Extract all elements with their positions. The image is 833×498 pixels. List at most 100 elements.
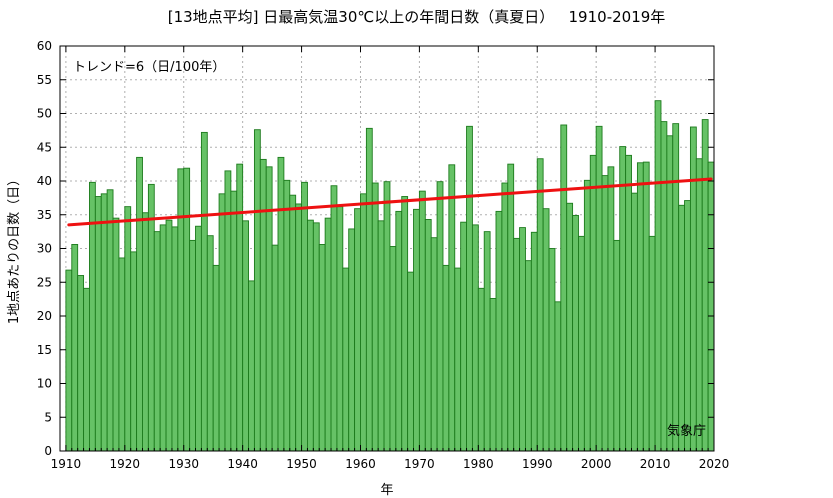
y-tick-label: 55 xyxy=(37,73,52,87)
bar-1966 xyxy=(395,210,403,452)
bar-1931 xyxy=(189,239,196,452)
bar-1951 xyxy=(307,219,314,452)
bar-2017 xyxy=(695,158,703,452)
y-tick-label: 60 xyxy=(37,39,52,53)
bar-2000 xyxy=(595,125,603,452)
y-tick-label: 50 xyxy=(37,107,52,121)
bar-1962 xyxy=(371,182,379,452)
bar-1978 xyxy=(466,125,473,452)
bar-1918 xyxy=(112,217,120,452)
bar-2019 xyxy=(707,161,715,452)
bar-1979 xyxy=(471,224,479,452)
source-label: 気象庁 xyxy=(667,423,706,439)
bar-1988 xyxy=(525,260,532,452)
chart-title: [13地点平均] 日最高気温30℃以上の年間日数（真夏日） 1910-2019年 xyxy=(167,8,666,26)
bar-1923 xyxy=(142,212,149,452)
bar-1983 xyxy=(495,210,503,452)
bar-1977 xyxy=(460,221,467,452)
bar-1935 xyxy=(212,264,220,452)
bar-1913 xyxy=(83,287,90,452)
bar-1919 xyxy=(118,257,126,452)
bar-2005 xyxy=(625,154,632,452)
bar-2009 xyxy=(648,235,656,452)
bar-1997 xyxy=(578,235,585,452)
bar-1960 xyxy=(360,193,367,452)
bar-1925 xyxy=(153,231,161,452)
bar-1941 xyxy=(248,280,255,452)
bar-1950 xyxy=(301,181,308,452)
bar-1958 xyxy=(348,228,356,452)
bar-1975 xyxy=(448,164,456,452)
x-tick-label: 1930 xyxy=(168,457,199,471)
bar-1924 xyxy=(147,183,155,452)
bar-1916 xyxy=(100,193,108,452)
bar-1945 xyxy=(271,244,279,452)
bar-1920 xyxy=(124,206,132,452)
bar-1998 xyxy=(583,179,591,452)
y-tick-label: 0 xyxy=(44,444,52,458)
x-tick-label: 1960 xyxy=(345,457,376,471)
bar-1936 xyxy=(218,193,226,452)
bar-1964 xyxy=(383,181,391,452)
bar-2014 xyxy=(678,204,685,452)
bar-1938 xyxy=(230,190,238,452)
bar-1921 xyxy=(130,251,138,452)
bar-1953 xyxy=(318,243,326,452)
bar-1996 xyxy=(572,214,579,452)
bar-1922 xyxy=(136,156,143,452)
bar-1930 xyxy=(183,167,191,452)
bar-1968 xyxy=(407,271,414,452)
y-tick-label: 20 xyxy=(37,309,52,323)
y-tick-label: 40 xyxy=(37,174,52,188)
bar-1976 xyxy=(454,267,462,452)
bar-1954 xyxy=(324,217,332,452)
bar-1947 xyxy=(283,179,291,452)
bar-1939 xyxy=(236,163,244,452)
x-tick-label: 2020 xyxy=(699,457,730,471)
bar-1927 xyxy=(165,219,173,452)
bar-1949 xyxy=(295,203,303,452)
x-tick-label: 2000 xyxy=(581,457,612,471)
bar-1946 xyxy=(277,156,285,452)
bar-1952 xyxy=(312,222,320,452)
bar-1929 xyxy=(177,168,185,452)
bar-1994 xyxy=(560,124,568,452)
bar-1991 xyxy=(542,208,550,452)
bar-1990 xyxy=(536,158,544,452)
bar-1972 xyxy=(430,237,438,452)
trend-line xyxy=(67,177,713,227)
x-tick-label: 1910 xyxy=(51,457,82,471)
x-tick-label: 1970 xyxy=(404,457,435,471)
bar-1926 xyxy=(159,224,167,452)
bar-2002 xyxy=(607,166,615,452)
bar-1986 xyxy=(513,237,521,452)
bar-1959 xyxy=(354,208,361,452)
axes: 0 5 10 15 20 25 30 35 40 45 50 55 60 1910 1920 1930 1940… xyxy=(37,39,730,471)
y-tick-label: 25 xyxy=(37,275,52,289)
bar-1965 xyxy=(389,246,397,452)
bar-1982 xyxy=(489,298,497,452)
bar-1957 xyxy=(342,267,350,452)
x-tick-label: 1950 xyxy=(286,457,317,471)
bar-1917 xyxy=(106,189,114,452)
bar-1915 xyxy=(94,196,102,452)
bar-1973 xyxy=(436,181,444,452)
bar-2003 xyxy=(613,239,621,452)
bar-1961 xyxy=(365,127,373,452)
bar-2001 xyxy=(601,175,609,452)
bar-1932 xyxy=(195,225,202,452)
bar-1987 xyxy=(519,227,526,452)
bar-1995 xyxy=(566,202,574,452)
bar-1985 xyxy=(507,163,515,452)
bar-2013 xyxy=(672,123,680,452)
bar-1970 xyxy=(418,190,426,452)
bar-1969 xyxy=(413,208,420,452)
bar-2018 xyxy=(701,119,709,452)
bar-1956 xyxy=(336,206,344,452)
x-tick-label: 1940 xyxy=(227,457,258,471)
y-tick-label: 35 xyxy=(37,208,52,222)
bar-1943 xyxy=(259,158,267,452)
bar-2006 xyxy=(631,192,638,452)
x-tick-label: 1920 xyxy=(110,457,141,471)
